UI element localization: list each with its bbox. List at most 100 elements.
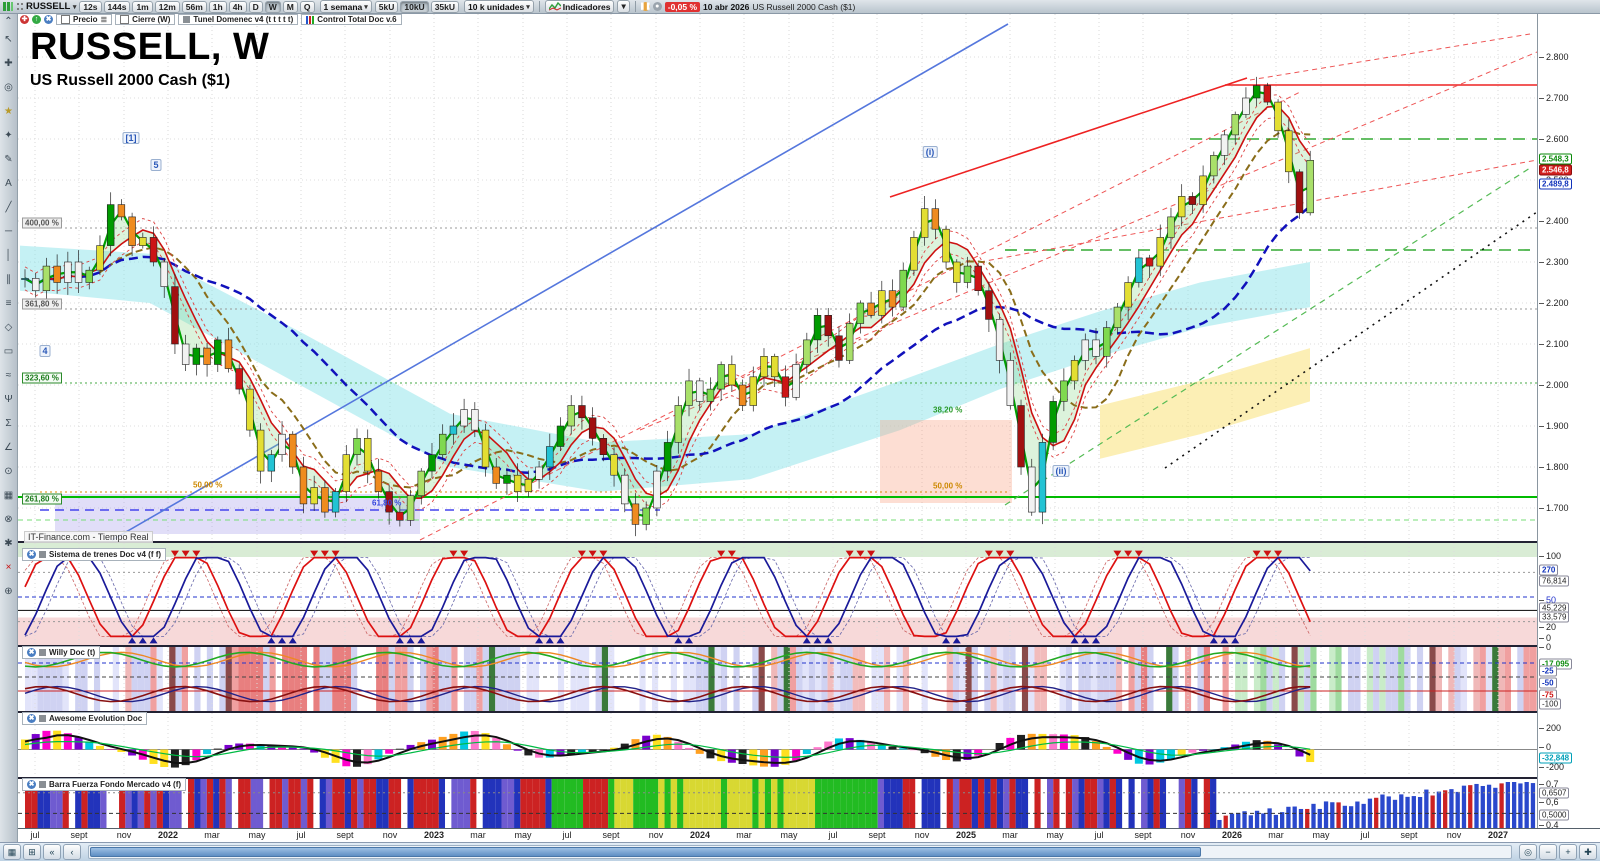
- zoom-in-icon[interactable]: +: [1559, 843, 1577, 860]
- timeframe-1h[interactable]: 1h: [208, 0, 227, 13]
- panel-header-1: ✖ Willy Doc (t): [22, 646, 101, 659]
- record-icon[interactable]: ●: [652, 2, 662, 11]
- sistema-trenes-panel-canvas[interactable]: [18, 541, 1537, 645]
- unit-35ku[interactable]: 35kU: [430, 0, 460, 13]
- horizontal-scrollbar[interactable]: [88, 845, 1512, 859]
- hline-tool-icon[interactable]: ─: [4, 225, 13, 237]
- timeframe-4h[interactable]: 4h: [228, 0, 247, 13]
- channel-tool-icon[interactable]: ∥: [6, 273, 11, 285]
- indicators-dropdown-button[interactable]: ▾: [617, 0, 630, 13]
- main-chart-canvas[interactable]: [18, 14, 1537, 541]
- settings-tool-icon[interactable]: ✱: [4, 537, 13, 549]
- close-icon[interactable]: ✖: [27, 780, 36, 789]
- scrollbar-thumb[interactable]: [90, 847, 1202, 857]
- pitchfork-tool-icon[interactable]: Ψ: [4, 393, 13, 405]
- checkbox-icon[interactable]: [61, 15, 70, 24]
- indicator-axis-label: -32,848: [1539, 752, 1573, 764]
- timeframe-144s[interactable]: 144s: [103, 0, 131, 13]
- zoom-selection-icon[interactable]: ◎: [1519, 844, 1537, 861]
- layout-icon[interactable]: ⊞: [23, 844, 41, 861]
- text-tool-icon[interactable]: A: [5, 177, 12, 189]
- unit-10ku[interactable]: 10kU: [400, 0, 429, 13]
- panel-color-icon: [39, 781, 46, 788]
- wave-tool-icon[interactable]: ≈: [5, 369, 12, 381]
- zoom-out-icon[interactable]: −: [1539, 843, 1557, 860]
- timeframe-d[interactable]: D: [248, 0, 263, 13]
- time-axis-label: 2027: [1487, 830, 1509, 840]
- unit-5ku[interactable]: 5kU: [374, 0, 399, 13]
- time-axis-label: sept: [1134, 830, 1152, 840]
- price-axis[interactable]: 2.8002.7002.6002.5002.4002.3002.2002.100…: [1537, 14, 1600, 830]
- willy-doc-panel-canvas[interactable]: [18, 645, 1537, 711]
- time-axis[interactable]: jul sept nov 2022 mar may jul sept nov 2023 mar may…: [0, 828, 1600, 843]
- time-axis-label: may: [1046, 830, 1064, 840]
- cursor-tool-icon[interactable]: ↖: [4, 33, 13, 45]
- legend-item-3[interactable]: Control Total Doc v.6: [301, 14, 402, 25]
- close-icon[interactable]: ✖: [27, 714, 36, 723]
- close-panel-icon[interactable]: ✖: [44, 15, 53, 24]
- time-axis-label: nov: [382, 830, 398, 840]
- date-label: 10 abr 2026: [703, 1, 750, 12]
- drawing-toolbar: ⌃ ↖ ✚ ◎ ★ ✦ ✎ A ╱ ─ │ ∥ ≡ ◇ ▭ ≈ Ψ Σ ∠ ⊙ ▦ ⊗ ✱ × ⊕: [0, 14, 18, 842]
- pause-icon[interactable]: ❚❚: [639, 2, 652, 11]
- target-tool-icon[interactable]: ⊙: [4, 465, 13, 477]
- scroll-fast-left-icon[interactable]: «: [43, 843, 61, 860]
- crosshair-tool-icon[interactable]: ✚: [4, 57, 13, 69]
- magnet-tool-icon[interactable]: ⊗: [4, 513, 13, 525]
- barra-fuerza-panel-canvas[interactable]: [18, 777, 1537, 828]
- add-indicator-icon[interactable]: ✚: [20, 15, 29, 24]
- symbol-label: RUSSELL: [26, 1, 71, 12]
- shape-tool-icon[interactable]: ◇: [4, 321, 13, 333]
- time-axis-label: jul: [1094, 830, 1104, 840]
- close-icon[interactable]: ✖: [27, 550, 36, 559]
- close-icon[interactable]: ✖: [27, 648, 36, 657]
- favorites-tool-icon[interactable]: ★: [4, 105, 13, 117]
- trendline-tool-icon[interactable]: ╱: [5, 201, 12, 213]
- timeframe-1m[interactable]: 1m: [132, 0, 153, 13]
- legend-item-0[interactable]: Precio ≣: [56, 14, 113, 25]
- stats-tool-icon[interactable]: Σ: [5, 417, 12, 429]
- indicators-button[interactable]: Indicadores: [544, 0, 615, 13]
- time-axis-label: sept: [602, 830, 620, 840]
- indicator-axis-label: -50: [1539, 677, 1557, 689]
- legend-bar: ✚ ↑ ✖ Precio ≣ Cierre (W) Tunel Domenec v4 (t …: [18, 14, 402, 25]
- collapse-sidebar-button[interactable]: ⌃: [4, 15, 13, 27]
- list-icon[interactable]: ≣: [100, 15, 108, 24]
- rectangle-tool-icon[interactable]: ▭: [3, 345, 14, 357]
- units-select[interactable]: 10 k unidades ▾: [464, 0, 534, 13]
- timeframe-12s[interactable]: 12s: [79, 0, 102, 13]
- period-select[interactable]: 1 semana ▾: [319, 0, 372, 13]
- more-tool-icon[interactable]: ⊕: [4, 585, 13, 597]
- price-tick: 2.600: [1539, 134, 1569, 144]
- chart-style-icon[interactable]: [3, 2, 13, 11]
- legend-item-1[interactable]: Cierre (W): [115, 14, 176, 25]
- zoom-tool-icon[interactable]: ◎: [4, 81, 13, 93]
- view-grid-icon[interactable]: ▦: [3, 844, 21, 861]
- price-tick: 2.800: [1539, 52, 1569, 62]
- pan-icon[interactable]: ✚: [1579, 844, 1597, 861]
- delete-tool-icon[interactable]: ×: [5, 561, 12, 573]
- indicator-axis-label: 270: [1539, 564, 1559, 576]
- checkbox-icon[interactable]: [120, 15, 130, 24]
- timeframe-w[interactable]: W: [264, 0, 281, 13]
- indicator-axis-label: 33,579: [1539, 611, 1570, 623]
- timeframe-q[interactable]: Q: [299, 0, 315, 13]
- timeframe-56m[interactable]: 56m: [181, 0, 207, 13]
- workspace-icon[interactable]: [16, 2, 23, 11]
- grid-tool-icon[interactable]: ▦: [3, 489, 14, 501]
- time-axis-label: 2023: [423, 830, 445, 840]
- fibonacci-tool-icon[interactable]: ≡: [5, 297, 12, 309]
- legend-item-2[interactable]: Tunel Domenec v4 (t t t t t): [178, 14, 299, 25]
- symbol-select[interactable]: RUSSELL ▾: [26, 1, 76, 12]
- timeframe-m[interactable]: M: [282, 0, 298, 13]
- time-axis-label: nov: [116, 830, 132, 840]
- pencil-tool-icon[interactable]: ✎: [4, 153, 13, 165]
- awesome-evolution-panel-canvas[interactable]: [18, 711, 1537, 777]
- scroll-left-icon[interactable]: ‹: [63, 843, 81, 860]
- flash-tool-icon[interactable]: ✦: [4, 129, 13, 141]
- time-axis-label: may: [1312, 830, 1330, 840]
- move-up-icon[interactable]: ↑: [32, 15, 41, 24]
- angle-tool-icon[interactable]: ∠: [4, 441, 13, 453]
- timeframe-12m[interactable]: 12m: [154, 0, 180, 13]
- vline-tool-icon[interactable]: │: [5, 249, 12, 261]
